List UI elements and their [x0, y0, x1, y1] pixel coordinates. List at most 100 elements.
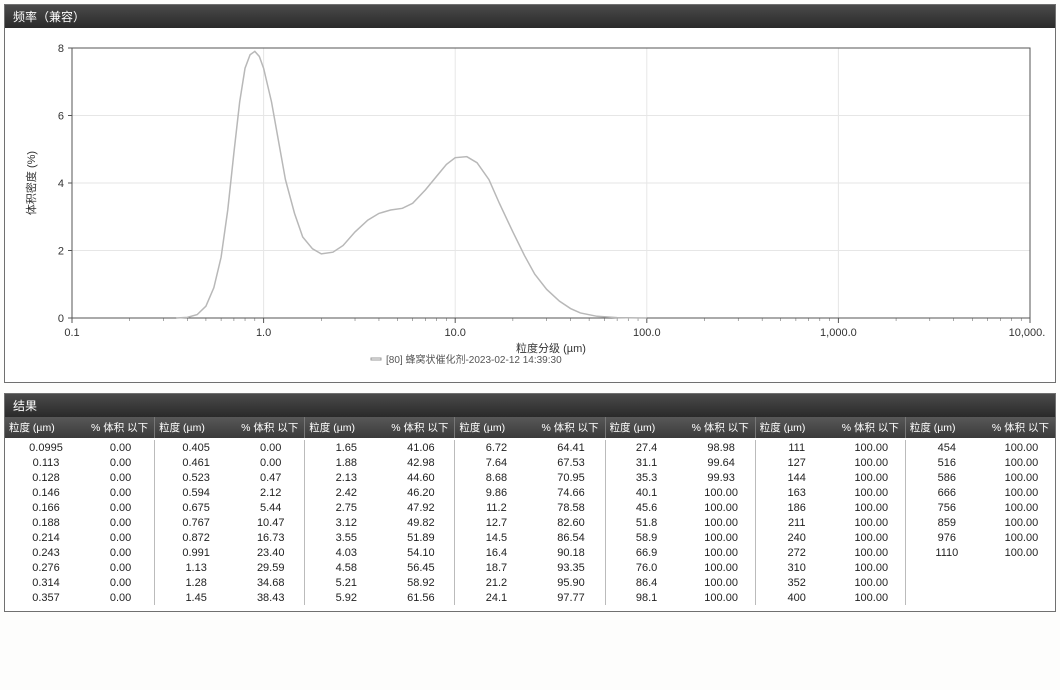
- cell-vol: 0.00: [87, 515, 154, 530]
- cell-size: 5.92: [305, 590, 387, 605]
- cell-group: 586100.00: [906, 470, 1055, 485]
- cell-vol: 100.00: [688, 500, 755, 515]
- svg-text:0: 0: [58, 313, 64, 325]
- cell-size: 58.9: [606, 530, 688, 545]
- cell-size: 400: [756, 590, 838, 605]
- table-row: 0.1460.000.5942.122.4246.209.8674.6640.1…: [5, 485, 1055, 500]
- cell-size: 272: [756, 545, 838, 560]
- header-size: 粒度 (µm): [155, 417, 237, 438]
- cell-size: 0.872: [155, 530, 237, 545]
- svg-text:0.1: 0.1: [64, 327, 79, 339]
- cell-size: 35.3: [606, 470, 688, 485]
- cell-size: 0.594: [155, 485, 237, 500]
- table-row: 0.2140.000.87216.733.5551.8914.586.5458.…: [5, 530, 1055, 545]
- cell-vol: 100.00: [688, 485, 755, 500]
- cell-size: 3.12: [305, 515, 387, 530]
- cell-size: 2.42: [305, 485, 387, 500]
- cell-vol: 5.44: [237, 500, 304, 515]
- cell-group: 211100.00: [756, 515, 906, 530]
- cell-size: 1.13: [155, 560, 237, 575]
- cell-size: 2.13: [305, 470, 387, 485]
- col-group-header: 粒度 (µm)% 体积 以下: [906, 417, 1055, 438]
- cell-vol: 100.00: [988, 485, 1055, 500]
- cell-size: 127: [756, 455, 838, 470]
- cell-group: 1.1329.59: [155, 560, 305, 575]
- cell-group: 1.6541.06: [305, 440, 455, 455]
- cell-size: 98.1: [606, 590, 688, 605]
- cell-size: 8.68: [455, 470, 537, 485]
- cell-vol: 100.00: [988, 515, 1055, 530]
- cell-group: 0.3140.00: [5, 575, 155, 590]
- cell-group: 76.0100.00: [606, 560, 756, 575]
- cell-group: 5.9261.56: [305, 590, 455, 605]
- svg-text:6: 6: [58, 111, 64, 123]
- results-table: 粒度 (µm)% 体积 以下粒度 (µm)% 体积 以下粒度 (µm)% 体积 …: [5, 417, 1055, 611]
- cell-size: 0.405: [155, 440, 237, 455]
- cell-group: 8.6870.95: [455, 470, 605, 485]
- cell-vol: 0.00: [87, 575, 154, 590]
- cell-group: 0.76710.47: [155, 515, 305, 530]
- cell-vol: 51.89: [387, 530, 454, 545]
- cell-size: 11.2: [455, 500, 537, 515]
- cell-group: 0.1130.00: [5, 455, 155, 470]
- results-panel: 结果 粒度 (µm)% 体积 以下粒度 (µm)% 体积 以下粒度 (µm)% …: [4, 393, 1056, 612]
- cell-size: 4.03: [305, 545, 387, 560]
- results-data: 0.09950.000.4050.001.6541.066.7264.4127.…: [5, 438, 1055, 611]
- cell-size: 0.166: [5, 500, 87, 515]
- cell-vol: 98.98: [688, 440, 755, 455]
- cell-group: 0.6755.44: [155, 500, 305, 515]
- cell-vol: 100.00: [988, 455, 1055, 470]
- cell-group: 6.7264.41: [455, 440, 605, 455]
- cell-vol: 100.00: [988, 500, 1055, 515]
- cell-size: 27.4: [606, 440, 688, 455]
- cell-size: 0.767: [155, 515, 237, 530]
- header-vol: % 体积 以下: [838, 417, 905, 438]
- cell-size: 0.188: [5, 515, 87, 530]
- cell-vol: 16.73: [237, 530, 304, 545]
- cell-vol: 100.00: [988, 440, 1055, 455]
- cell-vol: 100.00: [988, 470, 1055, 485]
- header-vol: % 体积 以下: [537, 417, 604, 438]
- cell-size: 0.675: [155, 500, 237, 515]
- col-group-header: 粒度 (µm)% 体积 以下: [606, 417, 756, 438]
- cell-group: 666100.00: [906, 485, 1055, 500]
- cell-size: 0.357: [5, 590, 87, 605]
- cell-size: 756: [906, 500, 988, 515]
- cell-group: 310100.00: [756, 560, 906, 575]
- cell-vol: 46.20: [387, 485, 454, 500]
- svg-text:10,000.0: 10,000.0: [1009, 327, 1045, 339]
- header-vol: % 体积 以下: [688, 417, 755, 438]
- distribution-chart: 024680.11.010.0100.01,000.010,000.0粒度分级 …: [17, 38, 1045, 378]
- cell-size: 352: [756, 575, 838, 590]
- cell-size: 45.6: [606, 500, 688, 515]
- cell-vol: 0.00: [87, 560, 154, 575]
- cell-vol: 100.00: [838, 530, 905, 545]
- cell-vol: 78.58: [537, 500, 604, 515]
- header-vol: % 体积 以下: [387, 417, 454, 438]
- cell-vol: 100.00: [988, 530, 1055, 545]
- cell-size: 4.58: [305, 560, 387, 575]
- cell-group: 0.1460.00: [5, 485, 155, 500]
- cell-size: 0.461: [155, 455, 237, 470]
- cell-size: 111: [756, 440, 838, 455]
- cell-group: 0.99123.40: [155, 545, 305, 560]
- svg-text:100.0: 100.0: [633, 327, 661, 339]
- svg-text:1,000.0: 1,000.0: [820, 327, 857, 339]
- cell-group: 98.1100.00: [606, 590, 756, 605]
- cell-size: 0.113: [5, 455, 87, 470]
- cell-size: 66.9: [606, 545, 688, 560]
- cell-group: 144100.00: [756, 470, 906, 485]
- svg-text:体积密度 (%): 体积密度 (%): [24, 151, 38, 215]
- cell-group: 1.4538.43: [155, 590, 305, 605]
- cell-size: 1.88: [305, 455, 387, 470]
- cell-vol: 38.43: [237, 590, 304, 605]
- cell-size: [906, 575, 988, 590]
- cell-vol: 100.00: [688, 545, 755, 560]
- col-group-header: 粒度 (µm)% 体积 以下: [756, 417, 906, 438]
- cell-size: 24.1: [455, 590, 537, 605]
- cell-group: 352100.00: [756, 575, 906, 590]
- frequency-panel-title: 频率（兼容）: [5, 5, 1055, 28]
- cell-vol: 0.00: [87, 470, 154, 485]
- table-row: 0.1880.000.76710.473.1249.8212.782.6051.…: [5, 515, 1055, 530]
- chart-area: 024680.11.010.0100.01,000.010,000.0粒度分级 …: [5, 28, 1055, 382]
